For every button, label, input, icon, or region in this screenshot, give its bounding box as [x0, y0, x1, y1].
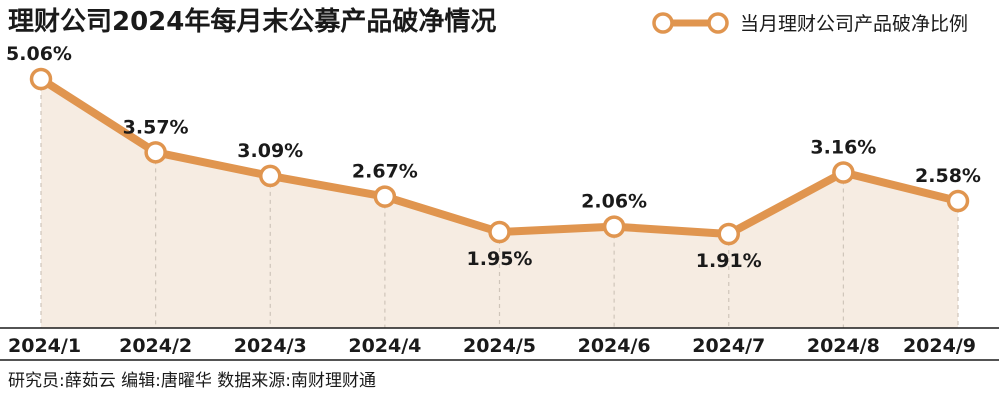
x-tick-label-8: 2024/8 — [807, 335, 880, 357]
plot-area: 5.06% 3.57% 3.09% 2.67% 1.95% 2.06% 1.91% 3.16%… — [6, 43, 981, 328]
x-tick-label-6: 2024/6 — [578, 335, 651, 357]
data-point-6 — [602, 215, 626, 238]
data-point-9 — [946, 189, 970, 213]
data-label-5: 1.95% — [467, 248, 533, 270]
data-point-7 — [717, 222, 740, 246]
x-tick-label-7: 2024/7 — [692, 335, 765, 357]
data-point-3 — [259, 164, 282, 188]
data-point-1 — [29, 67, 53, 91]
x-tick-label-4: 2024/4 — [348, 335, 421, 357]
data-point-4 — [373, 185, 397, 208]
data-label-4: 2.67% — [352, 161, 418, 183]
legend-label: 当月理财公司产品破净比例 — [740, 13, 968, 35]
data-label-6: 2.06% — [581, 191, 647, 213]
x-tick-label-1: 2024/1 — [8, 335, 81, 357]
data-label-8: 3.16% — [810, 136, 876, 158]
data-label-7: 1.91% — [696, 250, 762, 272]
data-point-8 — [832, 161, 855, 184]
data-label-9: 2.58% — [915, 165, 981, 187]
data-point-2 — [144, 141, 167, 164]
chart-title: 理财公司2024年每月末公募产品破净情况 — [8, 6, 496, 37]
x-tick-label-2: 2024/2 — [119, 335, 192, 357]
legend-marker-left — [652, 12, 674, 34]
x-tick-label-3: 2024/3 — [234, 335, 307, 357]
data-label-1: 5.06% — [6, 43, 72, 65]
x-tick-label-5: 2024/5 — [463, 335, 536, 357]
legend-marker-right — [707, 12, 729, 34]
footer-credits: 研究员:薛茹云 编辑:唐曜华 数据来源:南财理财通 — [8, 370, 376, 391]
data-label-3: 3.09% — [237, 140, 303, 162]
x-axis-ticks: 2024/1 2024/2 2024/3 2024/4 2024/5 2024/6 2024… — [8, 335, 976, 357]
data-label-2: 3.57% — [123, 116, 189, 138]
x-tick-label-9: 2024/9 — [903, 335, 976, 357]
data-point-5 — [488, 220, 511, 244]
legend: 当月理财公司产品破净比例 — [652, 12, 968, 35]
